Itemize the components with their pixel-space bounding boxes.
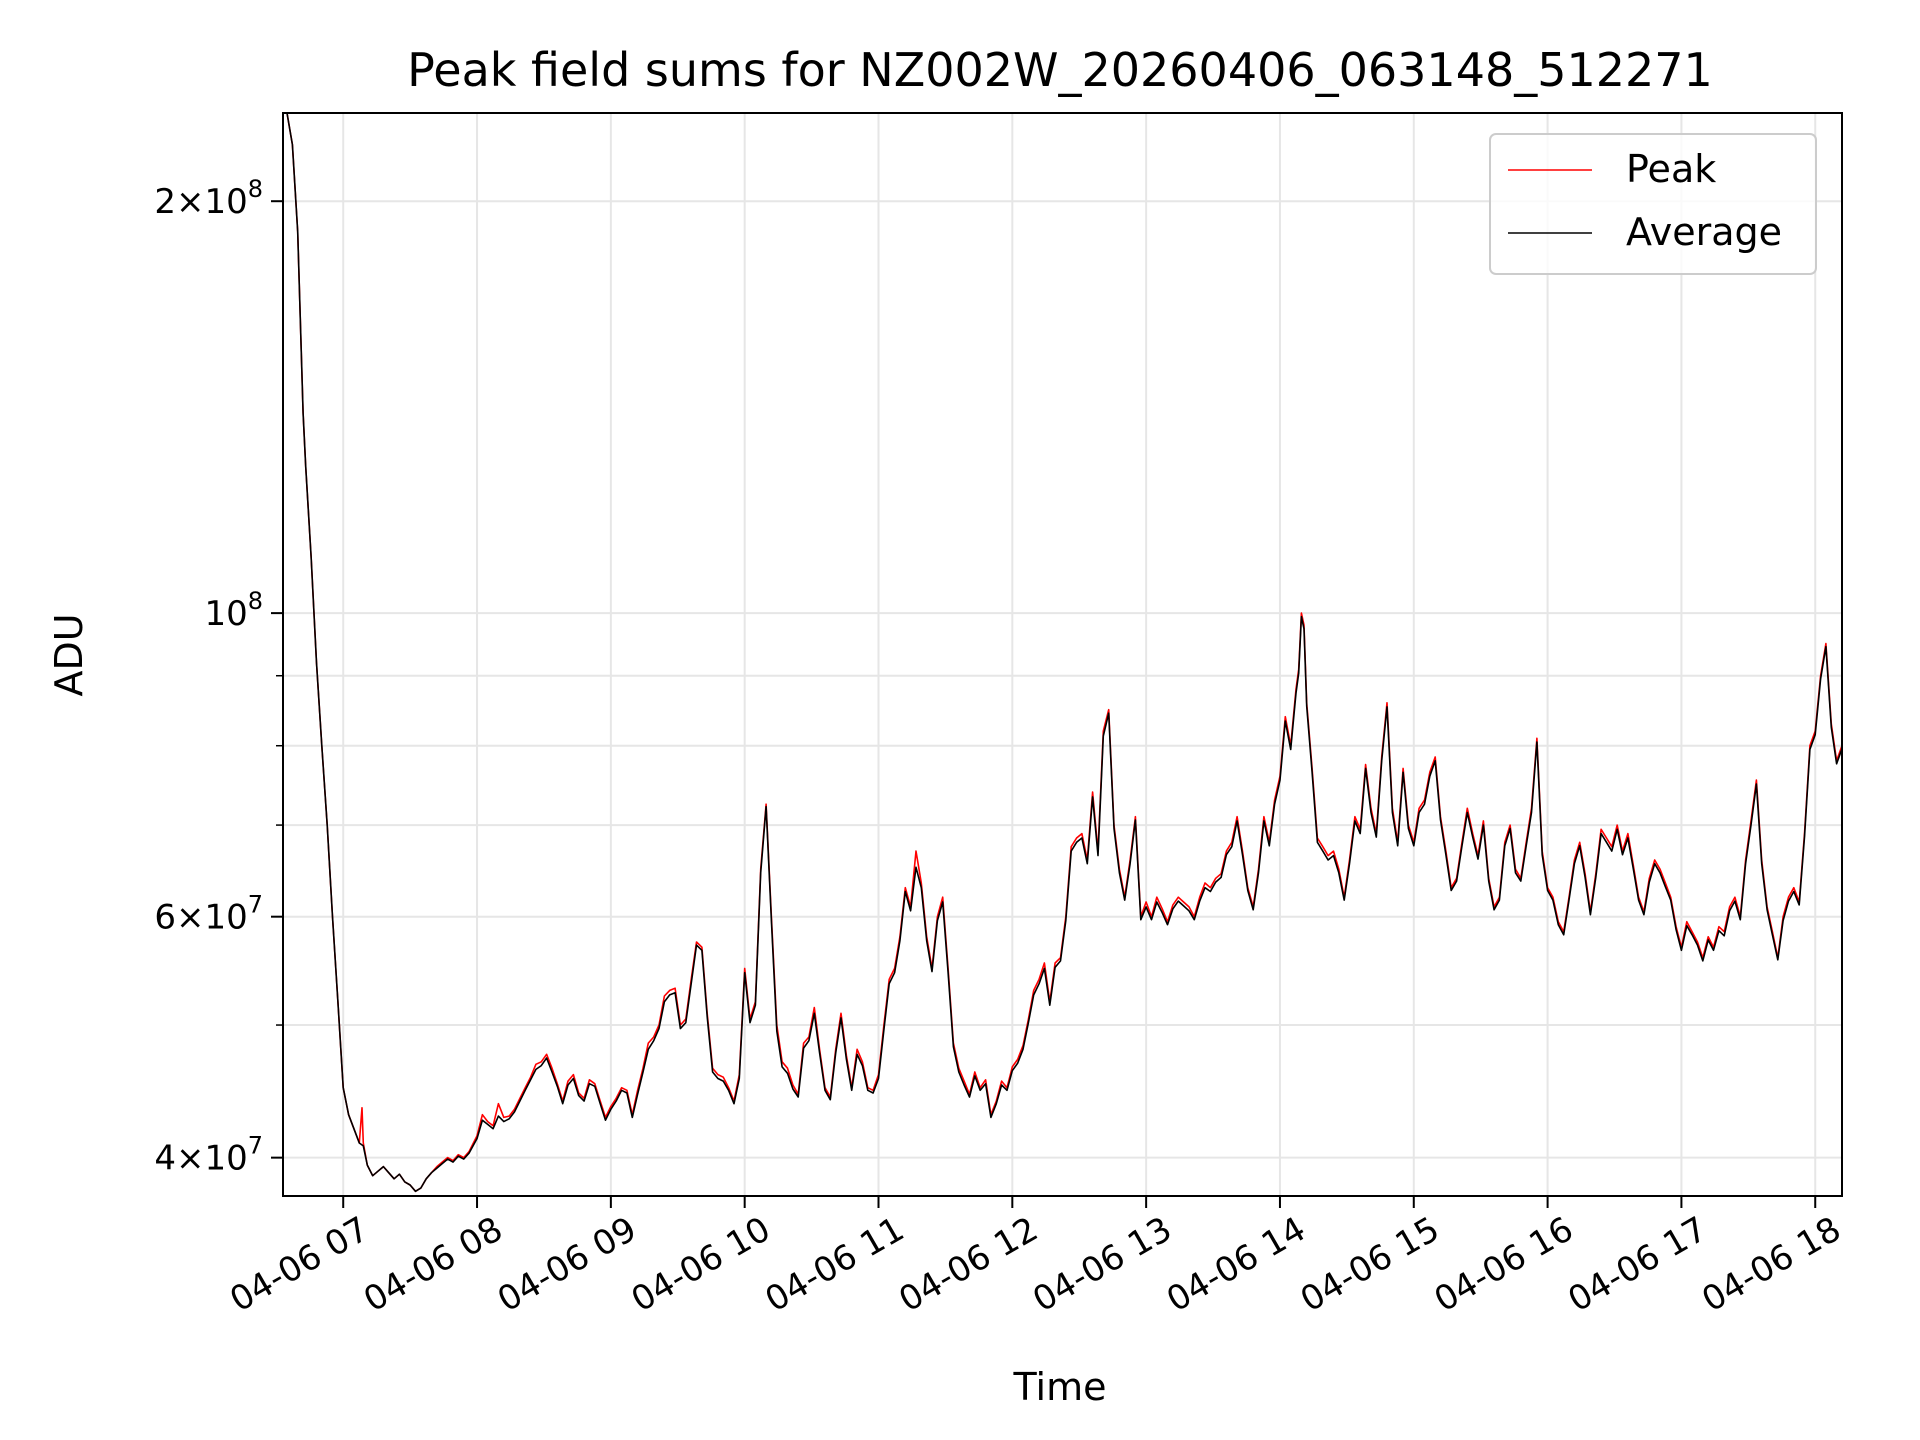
plot-frame [282,112,1843,1197]
y-axis-label: ADU [47,613,91,696]
legend-peak-label: Peak [1626,147,1716,191]
legend: Peak Average [1489,133,1817,275]
y-tick-label: 108 [204,587,263,634]
y-axis-ticks: 4×107 6×107 108 2×108 [154,175,283,1179]
y-tick-label: 4×107 [154,1132,263,1179]
series-line-average [286,113,1842,1193]
y-tick-label: 6×107 [154,891,263,938]
legend-box [1489,133,1817,275]
series-layer [286,113,1842,1193]
chart-title: Peak field sums for NZ002W_20260406_0631… [407,43,1713,97]
legend-average-label: Average [1626,210,1782,254]
y-tick-label: 2×108 [154,175,263,222]
x-axis-label: Time [1013,1365,1107,1409]
